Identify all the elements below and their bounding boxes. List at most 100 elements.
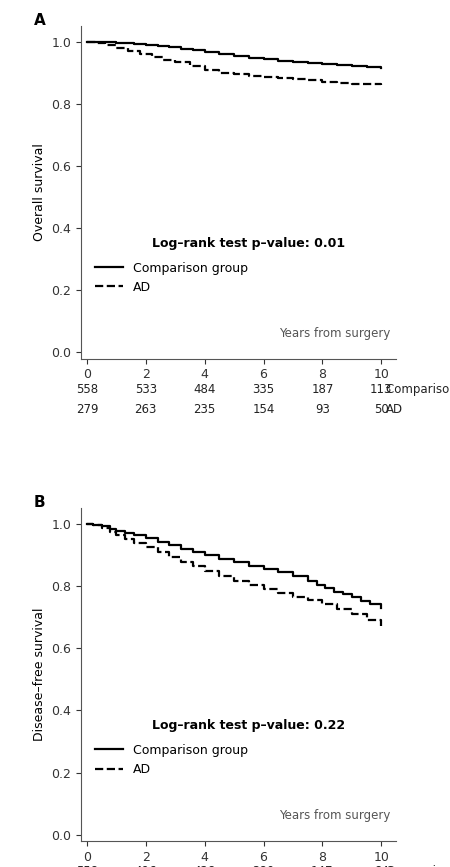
AD bbox=[187, 62, 193, 72]
AD bbox=[246, 576, 252, 586]
AD bbox=[275, 584, 281, 595]
AD bbox=[334, 604, 340, 615]
AD bbox=[137, 49, 143, 60]
Comparison group bbox=[275, 55, 281, 66]
AD bbox=[122, 531, 128, 541]
AD bbox=[290, 588, 296, 598]
AD bbox=[178, 551, 184, 562]
Comparison group bbox=[114, 37, 119, 48]
Comparison group bbox=[84, 36, 90, 47]
Comparison group bbox=[246, 53, 252, 63]
Text: 558: 558 bbox=[76, 383, 98, 396]
AD bbox=[178, 557, 184, 567]
AD bbox=[320, 599, 325, 610]
AD bbox=[320, 595, 325, 605]
Text: 279: 279 bbox=[76, 403, 98, 416]
AD bbox=[261, 70, 266, 81]
AD bbox=[202, 566, 207, 577]
AD bbox=[275, 73, 281, 83]
Comparison group bbox=[131, 39, 137, 49]
AD bbox=[84, 518, 90, 529]
Comparison group bbox=[378, 63, 384, 74]
AD bbox=[334, 599, 340, 610]
AD bbox=[114, 42, 119, 53]
Comparison group bbox=[108, 37, 113, 48]
Text: 50: 50 bbox=[374, 403, 389, 416]
AD bbox=[143, 538, 148, 548]
Comparison group bbox=[190, 45, 196, 55]
AD bbox=[161, 55, 166, 65]
AD bbox=[261, 71, 266, 81]
AD bbox=[90, 520, 95, 531]
Comparison group bbox=[202, 45, 207, 55]
Comparison group bbox=[320, 59, 325, 69]
AD bbox=[305, 595, 310, 605]
Comparison group bbox=[202, 47, 207, 57]
Legend: Comparison group, AD: Comparison group, AD bbox=[90, 257, 253, 299]
Comparison group bbox=[275, 54, 281, 64]
Comparison group bbox=[131, 38, 137, 49]
AD bbox=[202, 62, 207, 72]
AD bbox=[102, 40, 107, 50]
AD bbox=[275, 588, 281, 598]
AD bbox=[143, 542, 148, 552]
Comparison group bbox=[378, 599, 384, 610]
Comparison group bbox=[246, 50, 252, 61]
AD bbox=[305, 591, 310, 602]
Text: Years from surgery: Years from surgery bbox=[279, 809, 390, 822]
Text: 113: 113 bbox=[370, 383, 392, 396]
AD bbox=[290, 73, 296, 83]
AD bbox=[364, 615, 369, 625]
AD bbox=[155, 542, 160, 552]
AD bbox=[149, 49, 154, 60]
Text: 484: 484 bbox=[194, 383, 216, 396]
Line: Comparison group: Comparison group bbox=[87, 524, 381, 609]
Text: 187: 187 bbox=[311, 383, 333, 396]
Text: 335: 335 bbox=[252, 383, 274, 396]
AD bbox=[172, 57, 178, 68]
AD bbox=[305, 74, 310, 84]
Line: AD: AD bbox=[87, 524, 381, 626]
AD bbox=[320, 75, 325, 85]
Legend: Comparison group, AD: Comparison group, AD bbox=[90, 739, 253, 781]
AD bbox=[349, 78, 355, 88]
AD bbox=[290, 74, 296, 84]
Comparison group bbox=[99, 37, 104, 48]
AD bbox=[114, 40, 119, 50]
Text: Comparison group: Comparison group bbox=[386, 865, 450, 867]
Comparison group bbox=[155, 40, 160, 50]
Comparison group bbox=[108, 37, 113, 48]
AD bbox=[131, 534, 137, 544]
Text: AD: AD bbox=[386, 403, 403, 416]
AD bbox=[126, 42, 131, 53]
Comparison group bbox=[261, 54, 266, 64]
Comparison group bbox=[378, 62, 384, 73]
Comparison group bbox=[178, 544, 184, 554]
Text: 496: 496 bbox=[135, 865, 157, 867]
Comparison group bbox=[178, 43, 184, 54]
Comparison group bbox=[122, 38, 128, 49]
Comparison group bbox=[349, 62, 355, 72]
Comparison group bbox=[364, 62, 369, 72]
AD bbox=[166, 547, 172, 557]
AD bbox=[137, 46, 143, 56]
AD bbox=[231, 576, 237, 586]
AD bbox=[216, 570, 222, 581]
AD bbox=[231, 570, 237, 581]
AD bbox=[349, 77, 355, 88]
Comparison group bbox=[349, 61, 355, 71]
Text: 280: 280 bbox=[252, 865, 274, 867]
AD bbox=[349, 604, 355, 615]
Text: 154: 154 bbox=[252, 403, 274, 416]
AD bbox=[290, 591, 296, 602]
AD bbox=[190, 557, 196, 567]
Comparison group bbox=[216, 47, 222, 57]
AD bbox=[216, 566, 222, 577]
Y-axis label: Overall survival: Overall survival bbox=[33, 143, 46, 241]
AD bbox=[246, 69, 252, 80]
Comparison group bbox=[231, 49, 237, 59]
AD bbox=[108, 523, 113, 533]
AD bbox=[246, 70, 252, 81]
AD bbox=[231, 69, 237, 80]
AD bbox=[166, 551, 172, 562]
